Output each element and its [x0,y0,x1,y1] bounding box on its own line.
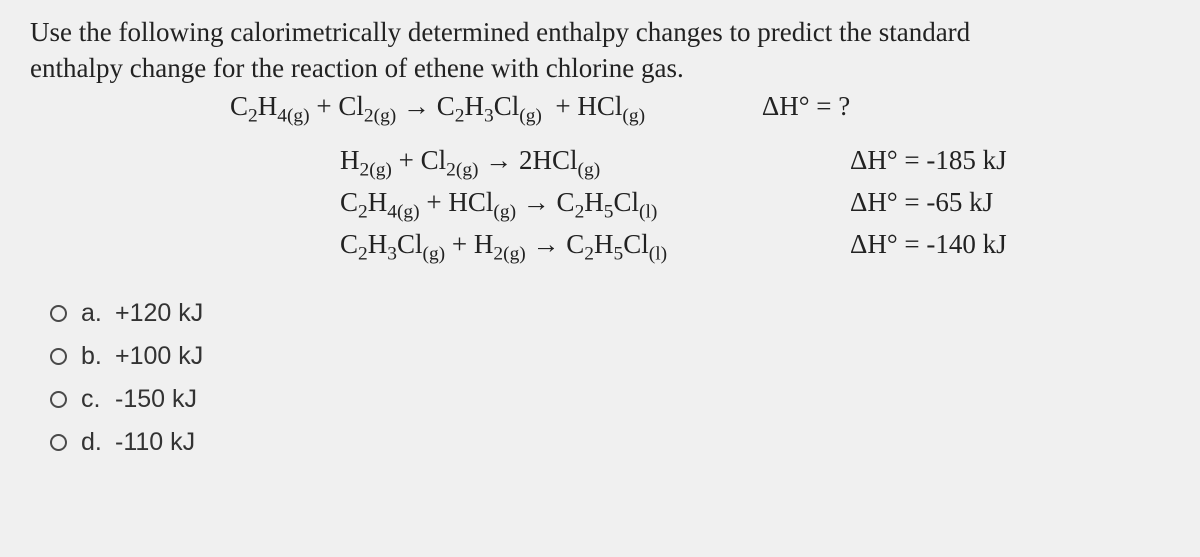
question-sheet: Use the following calorimetrically deter… [0,0,1200,557]
radio-icon[interactable] [50,305,67,322]
target-reaction-equation: C2H4(g) + Cl2(g) → C2H3Cl(g) + HCl(g) [230,91,645,121]
given-reaction-1-dH: ΔH° = -185 kJ [850,140,1007,182]
option-d[interactable]: d. -110 kJ [50,428,1170,457]
option-text: +120 kJ [115,299,203,328]
option-letter: b. [81,342,115,371]
option-c[interactable]: c. -150 kJ [50,385,1170,414]
target-reaction: C2H4(g) + Cl2(g) → C2H3Cl(g) + HCl(g) ΔH… [30,91,1170,122]
option-text: -150 kJ [115,385,197,414]
given-reaction-3-eq: C2H3Cl(g) + H2(g) → C2H5Cl(l) [340,224,850,266]
answer-options: a. +120 kJ b. +100 kJ c. -150 kJ d. -110… [30,299,1170,457]
radio-icon[interactable] [50,348,67,365]
option-a[interactable]: a. +120 kJ [50,299,1170,328]
option-text: +100 kJ [115,342,203,371]
option-letter: d. [81,428,115,457]
question-prompt: Use the following calorimetrically deter… [30,14,1170,87]
option-letter: a. [81,299,115,328]
radio-icon[interactable] [50,391,67,408]
prompt-line-1: Use the following calorimetrically deter… [30,17,970,47]
given-reaction-3-dH: ΔH° = -140 kJ [850,224,1007,266]
target-reaction-dH: ΔH° = ? [762,91,850,122]
option-text: -110 kJ [115,428,195,457]
prompt-line-2: enthalpy change for the reaction of ethe… [30,53,684,83]
given-reaction-1-eq: H2(g) + Cl2(g) → 2HCl(g) [340,140,850,182]
given-reaction-3: C2H3Cl(g) + H2(g) → C2H5Cl(l) ΔH° = -140… [340,224,1170,266]
given-reaction-2-dH: ΔH° = -65 kJ [850,182,993,224]
option-letter: c. [81,385,115,414]
given-reaction-2: C2H4(g) + HCl(g) → C2H5Cl(l) ΔH° = -65 k… [340,182,1170,224]
given-reactions: H2(g) + Cl2(g) → 2HCl(g) ΔH° = -185 kJ C… [30,140,1170,266]
radio-icon[interactable] [50,434,67,451]
given-reaction-2-eq: C2H4(g) + HCl(g) → C2H5Cl(l) [340,182,850,224]
given-reaction-1: H2(g) + Cl2(g) → 2HCl(g) ΔH° = -185 kJ [340,140,1170,182]
option-b[interactable]: b. +100 kJ [50,342,1170,371]
